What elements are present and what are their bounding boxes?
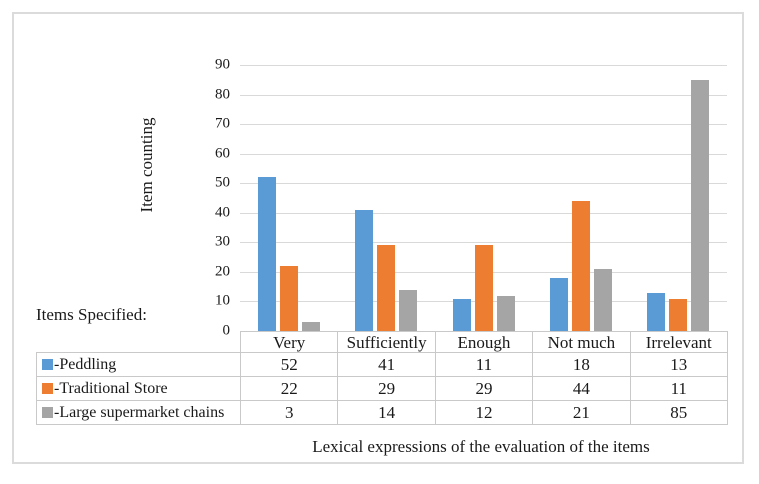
legend-key-icon-traditional-store (42, 382, 53, 394)
bar-peddling-very (257, 177, 276, 331)
bar-peddling-sufficiently (355, 209, 374, 331)
table-corner-blank (37, 332, 241, 353)
gridline-40 (240, 212, 727, 214)
gridline-70 (240, 124, 727, 126)
value-cell-peddling-enough: 11 (434, 352, 534, 377)
bar-cluster-irrelevant (630, 65, 727, 331)
bar-peddling-irrelevant (647, 292, 666, 331)
table-header-enough: Enough (434, 331, 534, 353)
legend-cell-large-supermarket-chains: -Large supermarket chains (36, 400, 241, 425)
bar-large-supermarket-chains-sufficiently (399, 289, 418, 331)
y-tick-label-60: 60 (215, 145, 230, 162)
y-tick-label-70: 70 (215, 115, 230, 132)
bar-cluster-not-much (532, 65, 629, 331)
legend-key-icon-peddling (42, 358, 53, 370)
value-cell-large-supermarket-chains-irrelevant: 85 (629, 400, 728, 425)
legend-label: -Peddling (54, 355, 117, 373)
y-tick-label-50: 50 (215, 174, 230, 191)
y-tick-label-20: 20 (215, 263, 230, 280)
bar-traditional-store-enough (474, 245, 493, 331)
legend-key-icon-large-supermarket-chains (42, 406, 53, 418)
items-specified-label: Items Specified: (36, 305, 147, 324)
table-row-traditional-store: -Traditional Store 22 29 29 44 11 (36, 376, 728, 401)
bar-large-supermarket-chains-enough (496, 295, 515, 331)
value-cell-traditional-store-very: 22 (239, 376, 339, 401)
table-row-large-supermarket-chains: -Large supermarket chains 3 14 12 21 85 (36, 400, 728, 425)
y-tick-label-10: 10 (215, 292, 230, 309)
value-cell-large-supermarket-chains-very: 3 (239, 400, 339, 425)
value-cell-traditional-store-sufficiently: 29 (337, 376, 436, 401)
y-tick-label-0: 0 (222, 322, 231, 339)
legend-cell-traditional-store: -Traditional Store (36, 376, 241, 401)
gridline-80 (240, 94, 727, 96)
bar-cluster-enough (435, 65, 532, 331)
bar-peddling-not-much (549, 277, 568, 331)
legend-label: -Traditional Store (54, 379, 168, 397)
table-row-peddling: -Peddling 52 41 11 18 13 (36, 352, 728, 377)
bar-large-supermarket-chains-irrelevant (691, 79, 710, 331)
plot-area (240, 65, 727, 331)
bar-cluster-very (240, 65, 337, 331)
y-axis-ticks: 90 80 70 60 50 40 30 20 10 0 (150, 0, 230, 484)
bar-cluster-sufficiently (337, 65, 434, 331)
bar-large-supermarket-chains-not-much (593, 268, 612, 331)
bar-traditional-store-irrelevant (669, 298, 688, 331)
value-cell-traditional-store-enough: 29 (434, 376, 534, 401)
table-header-row: Very Sufficiently Enough Not much Irrelevant (37, 331, 728, 353)
bar-traditional-store-sufficiently (377, 245, 396, 331)
gridline-60 (240, 153, 727, 155)
table-header-sufficiently: Sufficiently (337, 331, 436, 353)
gridline-90 (240, 65, 727, 66)
y-tick-label-80: 80 (215, 86, 230, 103)
y-tick-label-40: 40 (215, 204, 230, 221)
legend-label: -Large supermarket chains (54, 403, 225, 421)
table-header-not-much: Not much (532, 331, 631, 353)
bar-peddling-enough (452, 298, 471, 331)
y-tick-label-30: 30 (215, 233, 230, 250)
value-cell-traditional-store-not-much: 44 (532, 376, 631, 401)
value-cell-traditional-store-irrelevant: 11 (629, 376, 728, 401)
data-table: Very Sufficiently Enough Not much Irrelevant… (36, 331, 728, 425)
value-cell-large-supermarket-chains-sufficiently: 14 (337, 400, 436, 425)
value-cell-peddling-sufficiently: 41 (337, 352, 436, 377)
y-tick-label-90: 90 (215, 56, 230, 73)
value-cell-large-supermarket-chains-not-much: 21 (532, 400, 631, 425)
value-cell-peddling-not-much: 18 (532, 352, 631, 377)
data-table-body: Very Sufficiently Enough Not much Irrelevant… (36, 331, 728, 425)
x-axis-title: Lexical expressions of the evaluation of… (312, 437, 650, 456)
bar-large-supermarket-chains-very (301, 322, 320, 331)
value-cell-large-supermarket-chains-enough: 12 (434, 400, 534, 425)
bar-traditional-store-not-much (571, 200, 590, 331)
value-cell-peddling-irrelevant: 13 (629, 352, 728, 377)
gridline-30 (240, 242, 727, 244)
table-header-irrelevant: Irrelevant (629, 331, 728, 353)
value-cell-peddling-very: 52 (239, 352, 339, 377)
legend-cell-peddling: -Peddling (36, 352, 241, 377)
bar-traditional-store-very (279, 265, 298, 331)
table-header-very: Very (239, 331, 339, 353)
gridline-50 (240, 183, 727, 185)
